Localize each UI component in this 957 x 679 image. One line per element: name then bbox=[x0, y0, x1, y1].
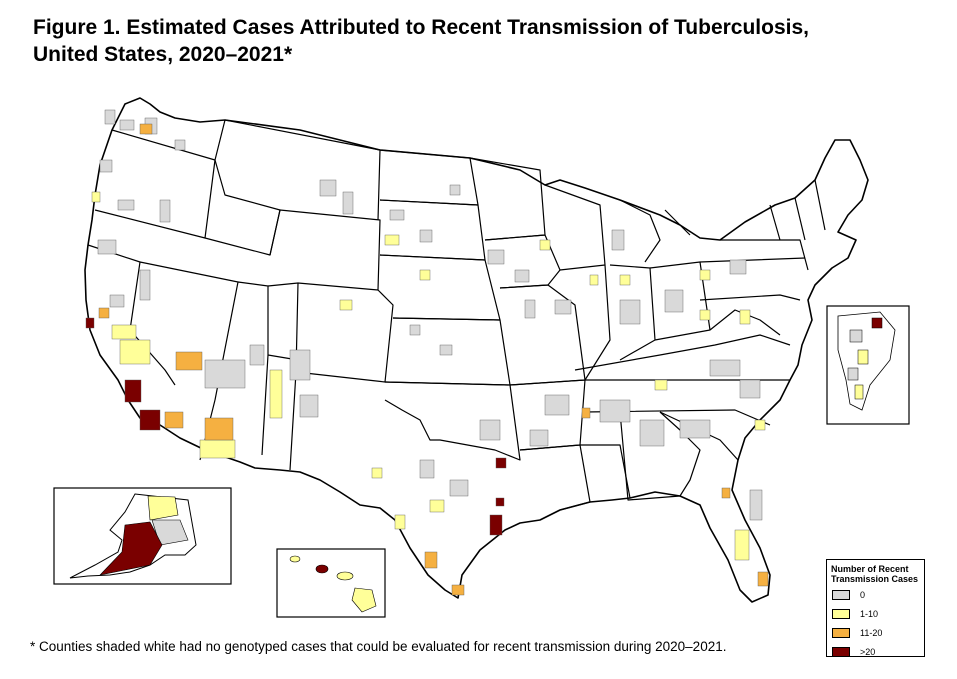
northeast-inset bbox=[826, 305, 910, 425]
counties-mid bbox=[98, 123, 769, 596]
legend-title: Number of Recent Transmission Cases bbox=[827, 560, 924, 587]
legend-item-high: >20 bbox=[827, 644, 924, 663]
legend-title-line1: Number of Recent bbox=[831, 564, 909, 574]
figure-title-line2: United States, 2020–2021* bbox=[33, 43, 293, 66]
legend: Number of Recent Transmission Cases 0 1-… bbox=[826, 559, 925, 657]
legend-item-low: 1-10 bbox=[827, 606, 924, 625]
figure-title: Figure 1. Estimated Cases Attributed to … bbox=[33, 14, 933, 68]
legend-item-mid: 11-20 bbox=[827, 625, 924, 644]
legend-label-mid: 11-20 bbox=[860, 628, 883, 638]
alaska-inset bbox=[53, 487, 232, 585]
counties-high bbox=[85, 317, 507, 536]
legend-swatch-high bbox=[832, 647, 850, 657]
counties-zero bbox=[97, 109, 763, 521]
hawaii-inset bbox=[276, 548, 386, 618]
legend-item-zero: 0 bbox=[827, 587, 924, 606]
legend-label-low: 1-10 bbox=[860, 609, 879, 619]
legend-swatch-mid bbox=[832, 628, 850, 638]
legend-swatch-low bbox=[832, 609, 850, 619]
legend-label-zero: 0 bbox=[860, 590, 866, 600]
legend-title-line2: Transmission Cases bbox=[831, 574, 919, 584]
county-shading bbox=[85, 109, 769, 596]
counties-low bbox=[91, 191, 766, 561]
legend-label-high: >20 bbox=[860, 647, 876, 657]
footnote: * Counties shaded white had no genotyped… bbox=[30, 639, 727, 654]
continental-us-outline bbox=[84, 97, 869, 603]
figure-title-line1: Figure 1. Estimated Cases Attributed to … bbox=[33, 16, 809, 39]
legend-swatch-zero bbox=[832, 590, 850, 600]
